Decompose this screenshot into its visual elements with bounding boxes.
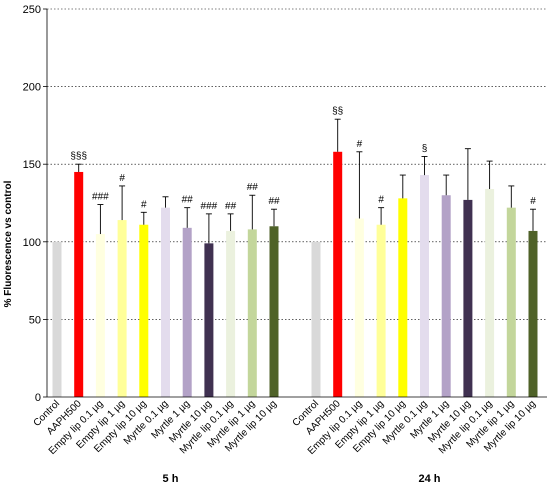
bar-24h-3	[376, 224, 386, 397]
significance-label: #	[119, 173, 125, 184]
significance-label: #	[141, 199, 147, 210]
bar-24h-9	[506, 207, 516, 397]
group-label: 5 h	[163, 473, 179, 485]
bar-5h-6	[182, 227, 192, 397]
significance-label: #	[357, 139, 363, 150]
axis-layer: 0 50 100 150 200 250	[23, 4, 547, 404]
significance-label: ##	[182, 195, 194, 206]
bar-5h-8	[226, 230, 236, 397]
bar-5h-1	[74, 171, 84, 397]
y-axis-title: % Fluorescence vs control	[3, 180, 14, 307]
significance-label: §§	[332, 106, 343, 117]
bar-24h-0	[311, 241, 321, 397]
significance-label: #	[378, 195, 384, 206]
bar-layer	[52, 118, 538, 397]
y-tick-label: 200	[23, 82, 41, 94]
significance-label: ###	[201, 201, 218, 212]
y-tick-label: 250	[23, 4, 41, 16]
y-tick-label: 100	[23, 237, 41, 249]
y-tick-label: 0	[35, 392, 41, 404]
y-tick-label: 150	[23, 159, 41, 171]
significance-label: #	[530, 196, 536, 207]
bar-24h-2	[354, 218, 364, 397]
significance-label: ##	[247, 182, 259, 193]
bar-24h-5	[420, 175, 429, 397]
bar-5h-0	[52, 241, 62, 397]
y-tick-label: 50	[29, 314, 41, 326]
bar-5h-3	[117, 220, 127, 397]
significance-label: §§§	[70, 151, 87, 162]
bar-5h-2	[95, 234, 105, 397]
group-label: 24 h	[418, 473, 440, 485]
bar-5h-10	[269, 226, 279, 397]
bar-24h-7	[463, 199, 473, 397]
bar-24h-10	[528, 230, 538, 397]
bar-5h-9	[247, 229, 257, 397]
bar-24h-1	[333, 151, 343, 397]
significance-label: ##	[268, 196, 280, 207]
bar-24h-8	[485, 189, 495, 397]
bar-24h-4	[398, 198, 408, 397]
bar-5h-5	[161, 207, 170, 397]
bar-5h-7	[204, 243, 214, 397]
bar-24h-6	[441, 195, 451, 397]
significance-label: ###	[92, 192, 109, 203]
significance-label: ##	[225, 201, 237, 212]
significance-label: §	[422, 143, 428, 154]
label-layer: Control§§§AAPH500###Empty lip 0.1 µg#Emp…	[32, 106, 539, 485]
bar-5h-4	[139, 224, 149, 397]
